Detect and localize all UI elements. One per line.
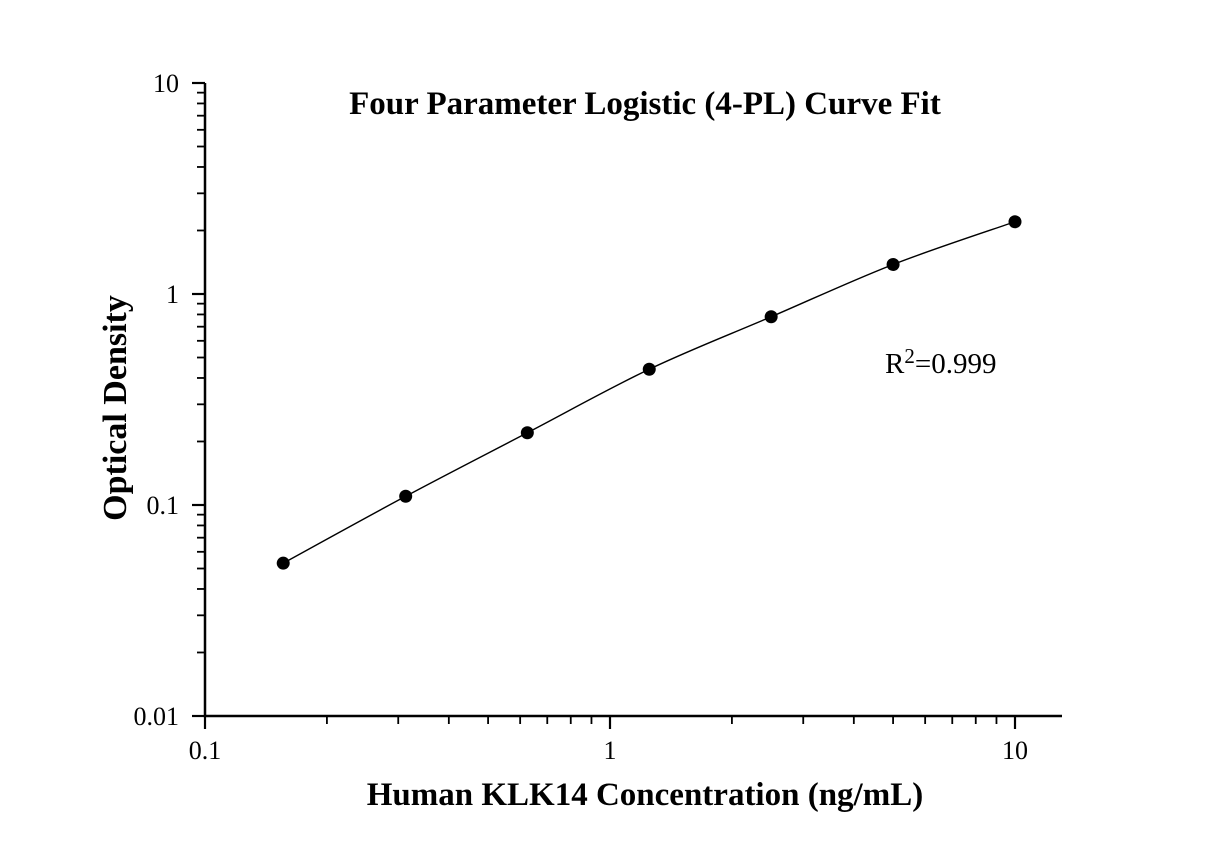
r-squared-superscript: 2 — [904, 344, 915, 368]
chart-title: Four Parameter Logistic (4-PL) Curve Fit — [349, 86, 941, 122]
axes-frame — [203, 83, 1062, 718]
fit-curve — [282, 221, 1016, 564]
y-axis-label: Optical Density — [97, 295, 134, 521]
x-axis-label: Human KLK14 Concentration (ng/mL) — [366, 777, 924, 813]
data-point — [399, 489, 413, 503]
r-squared-value: =0.999 — [914, 348, 997, 380]
y-tick-label: 1 — [166, 280, 179, 309]
x-tick-label: 0.1 — [189, 736, 222, 765]
data-point — [886, 257, 900, 271]
x-tick-label: 1 — [604, 736, 617, 765]
data-point — [1008, 215, 1022, 229]
y-tick-label: 0.01 — [134, 702, 180, 731]
r-squared-base: R — [885, 348, 905, 380]
x-tick-label: 10 — [1002, 736, 1028, 765]
data-point — [764, 310, 778, 324]
y-tick-label: 10 — [153, 69, 179, 98]
data-point — [276, 556, 290, 570]
r-squared-annotation: R2=0.999 — [885, 346, 997, 381]
data-point — [520, 426, 534, 440]
y-tick-label: 0.1 — [147, 491, 180, 520]
data-point — [642, 362, 656, 376]
